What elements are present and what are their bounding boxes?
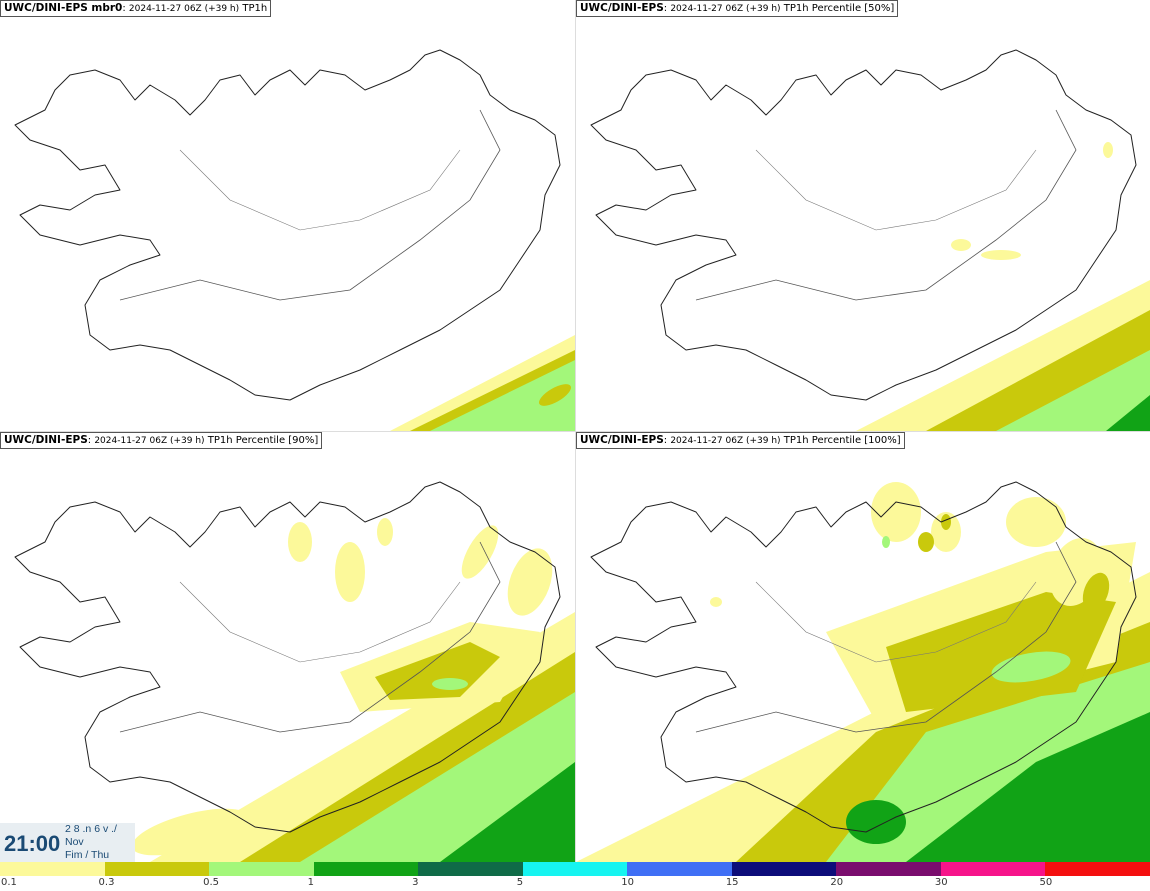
panel-title: UWC/DINI-EPS: 2024-11-27 06Z (+39 h) TP1… — [0, 432, 323, 449]
map-canvas — [14, 49, 575, 431]
iceland-coastline — [590, 481, 1137, 833]
precip-area — [1082, 572, 1110, 612]
precip-field — [576, 482, 1150, 862]
precip-area — [931, 512, 961, 552]
colorbar-label: 0.5 — [203, 877, 219, 888]
valid-time-clock: 21:00 — [4, 831, 61, 856]
precip-area — [710, 597, 722, 607]
colorbar-swatch — [209, 862, 314, 876]
colorbar-label: 15 — [725, 877, 739, 888]
precip-area — [288, 522, 312, 562]
road-line — [119, 109, 501, 301]
colorbar-swatch — [522, 862, 628, 876]
colorbar-swatch — [104, 862, 210, 876]
precip-field — [131, 518, 575, 862]
map-panel-p50: UWC/DINI-EPS: 2024-11-27 06Z (+39 h) TP1… — [576, 0, 1150, 431]
coastline-outline — [590, 481, 1137, 833]
precip-area — [539, 384, 571, 406]
precip-area — [131, 808, 249, 856]
precip-area — [430, 360, 575, 431]
colorbar-label: 3 — [412, 877, 419, 888]
road-line — [119, 541, 501, 733]
colorbar-label: 20 — [830, 877, 844, 888]
iceland-coastline — [590, 49, 1137, 401]
colorbar-label: 30 — [934, 877, 948, 888]
precip-area — [882, 536, 890, 548]
precip-area — [941, 514, 951, 530]
colorbar-swatch — [418, 862, 523, 876]
precip-area — [871, 482, 921, 542]
road-line — [179, 149, 461, 231]
colorbar-swatch — [1045, 862, 1150, 876]
colorbar-labels: 0.1 0.3 0.5 1 3 5 10 15 20 30 50 — [0, 876, 1150, 891]
colorbar-swatch — [731, 862, 837, 876]
coastline-outline — [590, 49, 1137, 401]
iceland-coastline — [14, 49, 561, 401]
road-line — [179, 581, 461, 663]
colorbar-swatch — [0, 862, 105, 876]
precip-area — [981, 250, 1021, 260]
precip-area — [432, 678, 468, 690]
precip-area — [375, 642, 500, 700]
coastline-outline — [14, 481, 561, 833]
map-canvas — [14, 481, 575, 862]
panel-title: UWC/DINI-EPS: 2024-11-27 06Z (+39 h) TP1… — [576, 0, 899, 17]
colorbar-swatch — [313, 862, 419, 876]
precip-area — [1103, 142, 1113, 158]
road-line — [695, 109, 1077, 301]
map-panel-mbr0: UWC/DINI-EPS mbr0: 2024-11-27 06Z (+39 h… — [0, 0, 575, 431]
map-panel-p90: UWC/DINI-EPS: 2024-11-27 06Z (+39 h) TP1… — [0, 432, 575, 862]
colorbar-label: 10 — [621, 877, 634, 888]
precip-area — [918, 532, 934, 552]
colorbar-label: 50 — [1039, 877, 1053, 888]
colorbar-swatch — [836, 862, 941, 876]
road-line — [695, 541, 1077, 733]
colorbar-label: 0.3 — [98, 877, 115, 888]
iceland-coastline — [14, 481, 561, 833]
colorbar-label: 0.1 — [1, 877, 17, 888]
precip-area — [951, 239, 971, 251]
map-canvas — [576, 481, 1150, 862]
precip-area — [1006, 497, 1066, 547]
precip-field — [856, 142, 1150, 431]
precip-area — [886, 592, 1116, 712]
precip-area — [507, 548, 553, 616]
valid-time-box: 21:00 2 8 .n 6 v ./ Nov Fim / Thu — [0, 823, 135, 863]
precip-area — [1106, 395, 1150, 431]
colorbar-label: 5 — [516, 877, 524, 888]
precip-area — [377, 518, 393, 546]
precip-area — [846, 800, 906, 844]
panel-divider — [0, 431, 1150, 432]
precip-area — [906, 712, 1150, 862]
precip-area — [461, 525, 499, 579]
precip-area — [335, 542, 365, 602]
precip-field — [390, 335, 575, 431]
road-line — [755, 149, 1037, 231]
map-canvas — [590, 49, 1150, 431]
coastline-outline — [14, 49, 561, 401]
panel-title: UWC/DINI-EPS mbr0: 2024-11-27 06Z (+39 h… — [0, 0, 272, 17]
precip-colorbar — [0, 862, 1150, 876]
colorbar-label: 1 — [307, 877, 314, 888]
precip-area — [440, 762, 575, 862]
colorbar-swatch — [940, 862, 1046, 876]
panel-title: UWC/DINI-EPS: 2024-11-27 06Z (+39 h) TP1… — [576, 432, 905, 449]
valid-time-date: 2 8 .n 6 v ./ Nov Fim / Thu — [65, 823, 117, 861]
colorbar-swatch — [627, 862, 732, 876]
map-panel-p100: UWC/DINI-EPS: 2024-11-27 06Z (+39 h) TP1… — [576, 432, 1150, 862]
precip-area — [996, 350, 1150, 431]
road-line — [755, 581, 1037, 663]
